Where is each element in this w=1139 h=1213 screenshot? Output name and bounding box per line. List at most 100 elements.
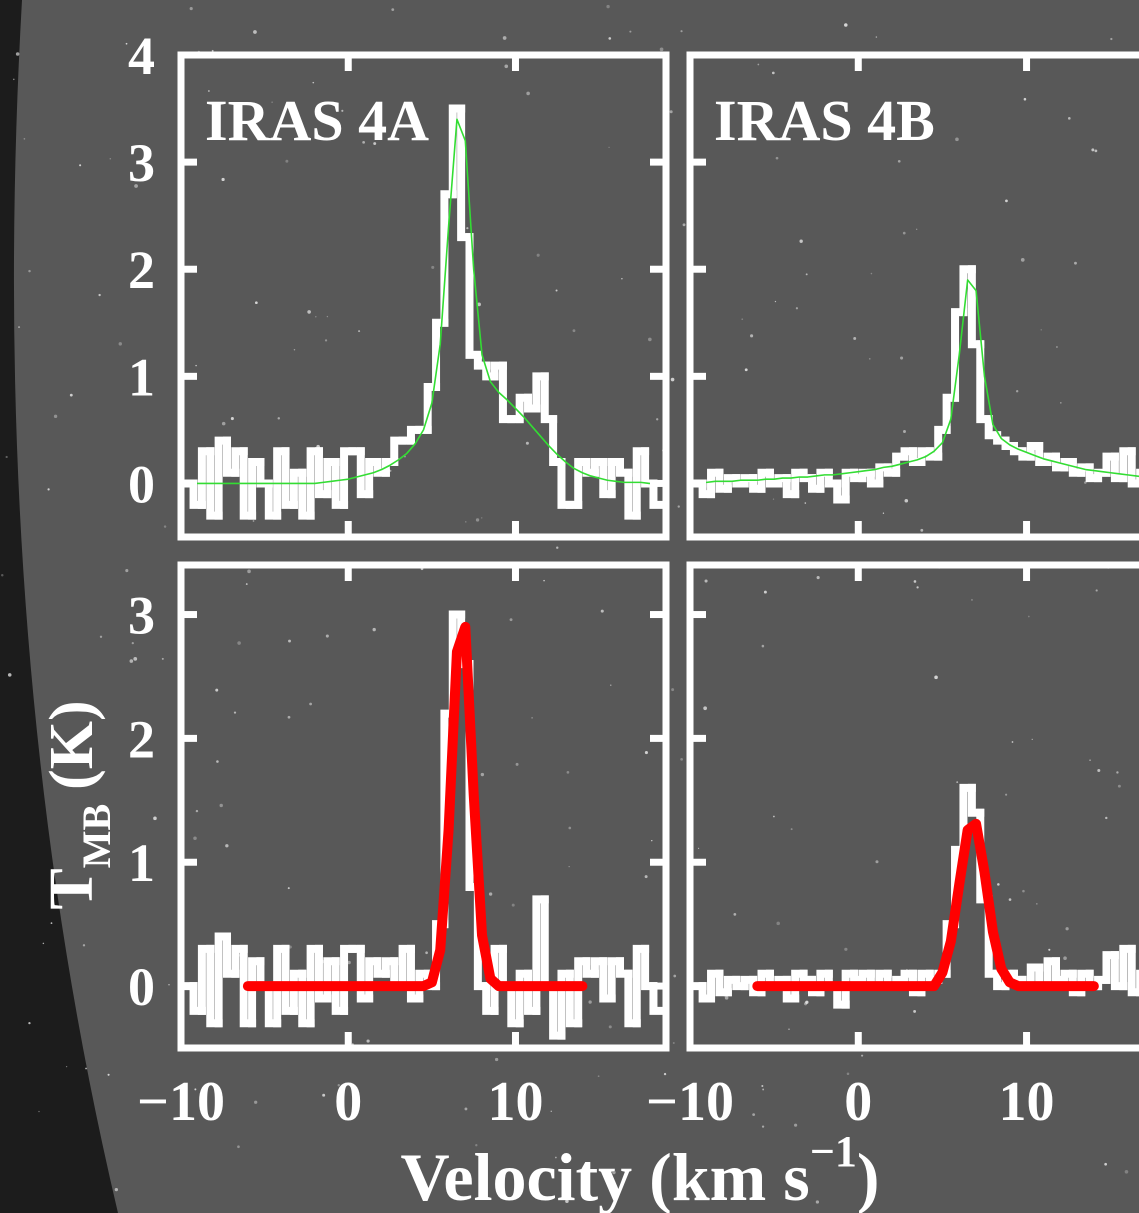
star bbox=[480, 772, 485, 777]
star bbox=[543, 579, 545, 582]
star bbox=[82, 944, 86, 947]
star bbox=[475, 1144, 478, 1147]
star bbox=[669, 110, 673, 114]
star bbox=[464, 1107, 468, 1111]
star bbox=[28, 1021, 31, 1025]
star bbox=[608, 146, 610, 149]
star bbox=[475, 518, 480, 522]
star bbox=[215, 688, 219, 692]
star bbox=[358, 330, 361, 333]
star bbox=[271, 101, 273, 103]
star bbox=[1094, 149, 1098, 153]
x-tick-label: 0 bbox=[844, 1071, 872, 1133]
star bbox=[391, 8, 395, 12]
spectrum-channel bbox=[649, 982, 666, 1015]
y-tick-label: 0 bbox=[128, 454, 155, 514]
star bbox=[997, 883, 1000, 886]
star bbox=[322, 1093, 326, 1097]
star bbox=[555, 1156, 557, 1159]
star bbox=[277, 417, 280, 420]
star bbox=[644, 875, 648, 879]
star bbox=[15, 52, 20, 56]
star bbox=[794, 1123, 798, 1127]
star bbox=[341, 109, 344, 112]
star bbox=[875, 860, 879, 864]
panel-label: IRAS 4A bbox=[205, 88, 429, 153]
star bbox=[531, 717, 533, 719]
star bbox=[772, 498, 775, 500]
star bbox=[1074, 261, 1077, 265]
star bbox=[221, 177, 225, 182]
star bbox=[326, 315, 329, 318]
star bbox=[1048, 948, 1051, 951]
star bbox=[903, 430, 906, 433]
star bbox=[252, 520, 255, 522]
star bbox=[788, 1028, 790, 1030]
star bbox=[916, 586, 919, 589]
y-label-unit: (K) bbox=[38, 700, 106, 790]
star bbox=[555, 289, 558, 292]
panel: IRAS 4B bbox=[686, 51, 1139, 541]
star bbox=[509, 618, 513, 622]
star bbox=[7, 673, 12, 677]
star bbox=[247, 569, 251, 574]
plot-area bbox=[690, 783, 1139, 1009]
star bbox=[566, 771, 570, 774]
star bbox=[1015, 390, 1019, 393]
star bbox=[846, 1072, 850, 1076]
star bbox=[1104, 1162, 1108, 1166]
y-tick-label: 1 bbox=[128, 347, 155, 407]
star bbox=[372, 627, 376, 632]
star bbox=[565, 1199, 569, 1204]
star bbox=[481, 517, 483, 519]
star bbox=[502, 36, 507, 40]
star bbox=[600, 609, 604, 613]
star bbox=[285, 159, 289, 163]
star bbox=[853, 336, 857, 340]
star bbox=[253, 30, 257, 34]
star bbox=[373, 142, 377, 146]
y-tick-label: 2 bbox=[128, 709, 155, 769]
star bbox=[536, 253, 540, 257]
star bbox=[13, 78, 15, 81]
star bbox=[913, 580, 917, 583]
star bbox=[465, 521, 467, 523]
star bbox=[606, 4, 610, 9]
star bbox=[568, 826, 572, 830]
star bbox=[773, 815, 775, 818]
star bbox=[211, 49, 214, 52]
star bbox=[114, 1187, 118, 1192]
panel-label: IRAS 4B bbox=[714, 88, 935, 153]
star bbox=[648, 337, 652, 342]
star bbox=[733, 913, 737, 916]
star bbox=[902, 231, 906, 235]
star bbox=[325, 634, 329, 638]
fit-line bbox=[188, 118, 659, 485]
star bbox=[1027, 615, 1030, 618]
plot-area bbox=[690, 265, 1139, 504]
star bbox=[610, 684, 612, 686]
star bbox=[597, 1075, 600, 1078]
star bbox=[195, 364, 197, 367]
star bbox=[315, 316, 317, 318]
star bbox=[515, 762, 519, 766]
star bbox=[47, 488, 50, 491]
x-label-sup: −1 bbox=[810, 1127, 857, 1176]
star bbox=[790, 828, 793, 831]
star bbox=[79, 164, 82, 167]
star bbox=[153, 816, 157, 821]
star bbox=[680, 757, 683, 761]
star bbox=[1040, 329, 1042, 331]
panel-frame bbox=[177, 561, 670, 1052]
star bbox=[161, 657, 164, 660]
star bbox=[612, 1170, 616, 1175]
star bbox=[488, 892, 493, 896]
star bbox=[1095, 589, 1098, 592]
star bbox=[50, 922, 53, 925]
star bbox=[608, 1025, 612, 1029]
star bbox=[337, 1084, 340, 1087]
star bbox=[309, 702, 312, 706]
star bbox=[900, 356, 904, 360]
star bbox=[85, 1067, 87, 1070]
star bbox=[757, 63, 760, 66]
